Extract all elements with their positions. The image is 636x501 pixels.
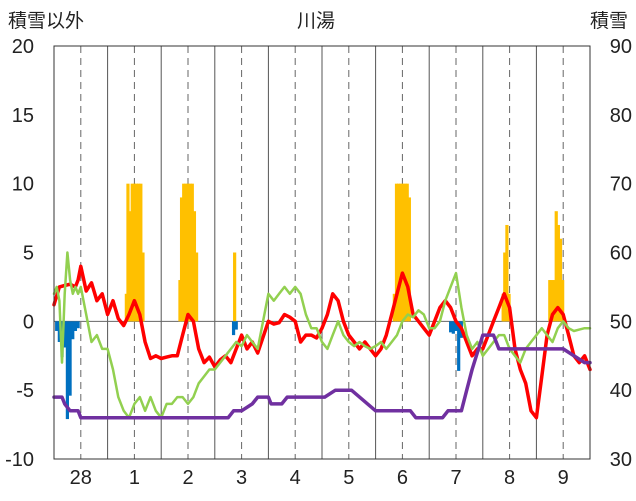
snowfall-bar xyxy=(403,183,407,322)
snowfall-bar xyxy=(401,183,405,322)
x-tick-label: 2 xyxy=(182,467,193,489)
snowfall-bar xyxy=(192,211,197,322)
series-lines xyxy=(52,251,592,420)
precip-bar xyxy=(57,321,61,342)
precip-bar xyxy=(76,321,80,329)
snowfall-bar xyxy=(137,183,141,322)
precip-bar xyxy=(68,321,72,396)
x-tick-label: 7 xyxy=(450,467,461,489)
y-left-tick-label: 20 xyxy=(12,36,34,58)
snowfall-bar xyxy=(397,183,401,322)
snowfall-bar xyxy=(190,183,194,322)
snowfall-bar xyxy=(407,197,411,322)
snowfall-bar xyxy=(561,280,565,322)
snowfall-bar xyxy=(548,280,552,322)
precip-bar xyxy=(451,321,455,334)
plot-frame xyxy=(53,45,591,460)
y-right-tick-label: 80 xyxy=(610,105,632,127)
precip-bar xyxy=(73,321,78,331)
y-left-tick-label: 5 xyxy=(23,243,34,265)
x-tick-label: 28 xyxy=(70,467,92,489)
y-left-tick-label: 0 xyxy=(23,311,34,333)
snowfall-bar xyxy=(505,224,509,322)
y-right-tick-label: 50 xyxy=(610,311,632,333)
snowfall-bar xyxy=(501,293,505,322)
precip-bar xyxy=(454,321,458,331)
snowfall-bar xyxy=(139,183,143,322)
snowfall-bar xyxy=(554,211,558,322)
snowfall-bar xyxy=(233,252,237,322)
x-tick-label: 5 xyxy=(343,467,354,489)
x-tick-label: 3 xyxy=(236,467,247,489)
snow-depth-line xyxy=(52,333,592,420)
snowfall-bar xyxy=(141,252,145,322)
snowfall-bar xyxy=(130,183,134,322)
y-right-tick-label: 40 xyxy=(610,380,632,402)
x-ticks: 28 1 2 3 4 5 6 7 8 9 xyxy=(70,467,569,489)
snowfall-bar xyxy=(194,252,199,322)
snowfall-bar xyxy=(134,183,139,322)
y-right-ticks: 90 80 70 60 50 40 30 xyxy=(610,36,632,471)
y-left-tick-label: -5 xyxy=(16,380,34,402)
y-right-tick-label: 70 xyxy=(610,174,632,196)
y-right-tick-label: 30 xyxy=(610,449,632,471)
snowfall-bar xyxy=(394,183,399,322)
x-tick-label: 8 xyxy=(504,467,515,489)
snowfall-bar xyxy=(128,211,132,322)
x-tick-label: 9 xyxy=(558,467,569,489)
snowfall-bar xyxy=(186,183,190,322)
temperature-line xyxy=(52,264,592,420)
y-right-tick-label: 90 xyxy=(610,36,632,58)
snowfall-bar xyxy=(558,238,563,322)
snowfall-bar xyxy=(503,252,507,322)
x-tick-label: 6 xyxy=(397,467,408,489)
snowfall-bar xyxy=(126,183,130,322)
snowfall-bar xyxy=(550,280,554,322)
precip-bar xyxy=(71,321,75,340)
y-left-tick-label: 10 xyxy=(12,174,34,196)
snowfall-bar xyxy=(556,224,560,322)
precip-bar xyxy=(63,321,67,348)
secondary-line xyxy=(52,251,592,419)
snowfall-bar xyxy=(552,280,556,322)
snowfall-bar xyxy=(405,183,409,322)
chart-title: 川湯 xyxy=(297,10,335,32)
snowfall-bar xyxy=(184,183,188,322)
snowfall-bar xyxy=(188,183,192,322)
precip-bar xyxy=(457,321,461,371)
snowfall-bar xyxy=(179,197,184,322)
snowfall-bar xyxy=(182,183,186,322)
y-left-label: 積雪以外 xyxy=(8,10,84,32)
x-tick-label: 1 xyxy=(129,467,140,489)
snowfall-bar xyxy=(124,293,128,322)
y-left-ticks: 20 15 10 5 0 -5 -10 xyxy=(5,36,34,471)
snowfall-bar xyxy=(399,183,403,322)
precip-bar xyxy=(449,321,453,333)
precip-bar xyxy=(55,321,59,331)
y-right-label: 積雪 xyxy=(590,10,628,32)
x-tick-label: 4 xyxy=(290,467,301,489)
precip-bar xyxy=(231,321,236,336)
snowfall-bar xyxy=(132,183,136,322)
precip-bar xyxy=(65,321,69,420)
precip-bar xyxy=(234,321,238,330)
y-left-tick-label: -10 xyxy=(5,449,34,471)
y-left-tick-label: 15 xyxy=(12,105,34,127)
snowfall-bar xyxy=(178,280,182,322)
y-right-tick-label: 60 xyxy=(610,243,632,265)
